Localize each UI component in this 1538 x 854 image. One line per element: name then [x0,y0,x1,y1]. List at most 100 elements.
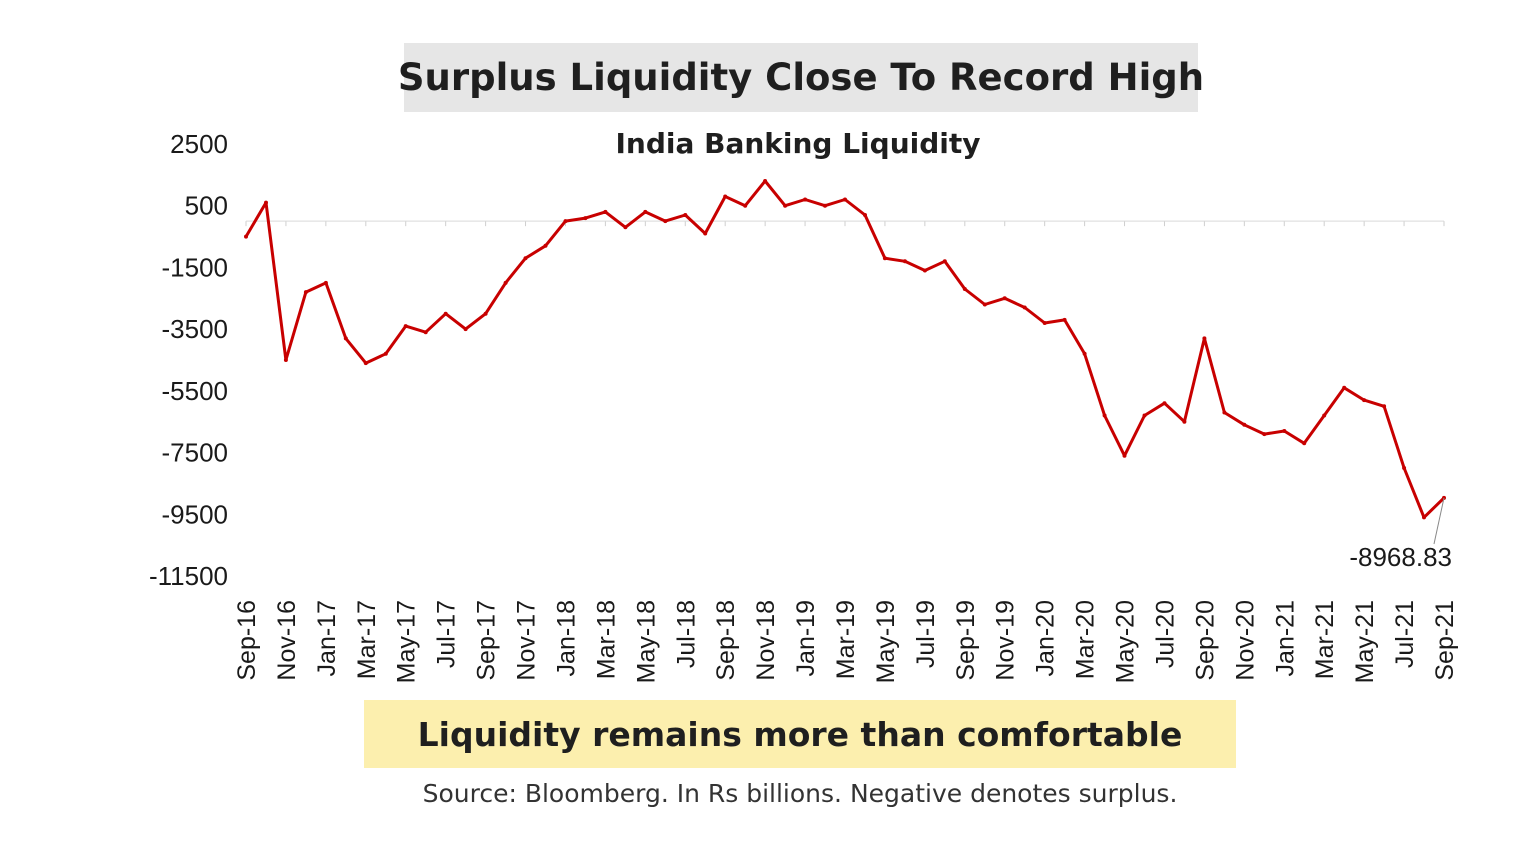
x-tick-label: Nov-16 [273,600,301,681]
series-point [623,225,628,230]
series-point [1322,413,1327,418]
x-tick-label: Mar-18 [592,600,620,679]
series-point [1242,422,1247,427]
y-tick-label: 2500 [170,129,228,159]
series-point [882,256,887,261]
series-point [1342,385,1347,390]
x-tick-label: Sep-20 [1191,600,1219,681]
series-point [323,280,328,285]
x-tick-label: Nov-19 [992,600,1020,681]
x-tick-label: May-20 [1112,600,1140,683]
series-point [523,256,528,261]
series-point [423,330,428,335]
series-point [1362,398,1367,403]
series-point [244,234,248,239]
series-point [483,311,488,316]
series-point [1002,296,1007,301]
series-point [723,194,728,199]
x-tick-label: Sep-17 [473,600,501,681]
x-tick-label: May-21 [1351,600,1379,683]
x-tick-label: Jan-21 [1271,600,1299,676]
series-point [843,197,847,202]
x-tick-label: Jul-20 [1151,600,1179,668]
x-tick-label: Jan-20 [1032,600,1060,676]
series-point [1222,410,1227,415]
series-point [663,219,668,224]
x-tick-label: May-19 [872,600,900,683]
series-point [563,219,568,224]
x-tick-label: Jan-19 [792,600,820,676]
series-point [383,351,388,356]
series-point [1122,453,1127,458]
series-point [922,268,927,273]
series-point [1202,336,1207,341]
last-value-leader [1433,497,1445,545]
callout-banner: Liquidity remains more than comfortable [364,700,1236,768]
series-point [1142,413,1147,418]
series-point [303,290,308,295]
x-tick-label: Jan-18 [552,600,580,676]
y-tick-label: -3500 [162,314,229,344]
y-tick-label: 500 [185,191,228,221]
series-point [962,287,967,291]
series-point [942,259,947,264]
series-group [244,179,1446,520]
series-point [343,336,348,341]
line-chart: 2500 500 -1500 -3500 -5500 -7500 -9500 -11500 S… [149,129,1459,683]
chart-title: India Banking Liquidity [615,127,981,160]
x-tick-label: Nov-17 [513,600,541,681]
series-point [264,200,268,205]
x-tick-label: Mar-20 [1072,600,1100,679]
series-point [1162,401,1167,406]
series-point [863,213,867,217]
x-tick-label: Sep-21 [1431,600,1459,681]
series-point [1402,466,1407,470]
x-tick-label: Nov-20 [1231,600,1259,681]
series-point [1042,321,1047,325]
x-axis-gridlines [245,221,1445,227]
series-point [1182,419,1187,424]
x-tick-label: Jan-17 [313,600,341,676]
x-tick-label: Jul-17 [433,600,461,668]
series-line [244,179,1446,519]
headline: Surplus Liquidity Close To Record High [398,43,1204,112]
series-point [1262,432,1267,437]
x-tick-label: Jul-18 [672,600,700,668]
x-tick-label: Sep-19 [952,600,980,681]
series-point [1102,413,1107,418]
x-tick-label: Sep-18 [712,600,740,681]
series-point [763,179,768,183]
y-axis-ticks: 2500 500 -1500 -3500 -5500 -7500 -9500 -11500 [149,129,228,591]
series-point [823,203,827,208]
y-tick-label: -5500 [162,376,229,406]
x-tick-label: Nov-18 [752,600,780,681]
y-tick-label: -1500 [162,252,229,282]
x-tick-label: Jul-21 [1391,600,1419,668]
series-point [643,209,648,214]
series-point [1382,404,1387,409]
series-point [463,327,468,332]
series-point [1302,441,1307,446]
x-tick-label: Mar-21 [1311,600,1339,679]
series-point [443,311,448,316]
x-axis-ticks: Sep-16 Nov-16 Jan-17 Mar-17 May-17 Jul-17 Sep-… [233,600,1459,683]
series-point [403,324,408,329]
series-point [683,213,688,217]
last-value-label: -8968.83 [1349,542,1452,572]
series-point [503,280,508,285]
x-tick-label: May-17 [393,600,421,683]
series-point [363,361,368,366]
y-tick-label: -7500 [162,438,229,468]
y-tick-label: -9500 [162,499,229,529]
series-point [1022,305,1027,310]
series-point [783,203,788,208]
series-point [543,243,548,248]
series-point [703,231,708,236]
series-point [603,209,608,214]
series-point [583,216,588,221]
series-point [1062,317,1067,322]
series-point [1082,351,1087,356]
y-tick-label: -11500 [149,561,228,591]
series-point [743,203,748,208]
series-point [1422,515,1426,520]
